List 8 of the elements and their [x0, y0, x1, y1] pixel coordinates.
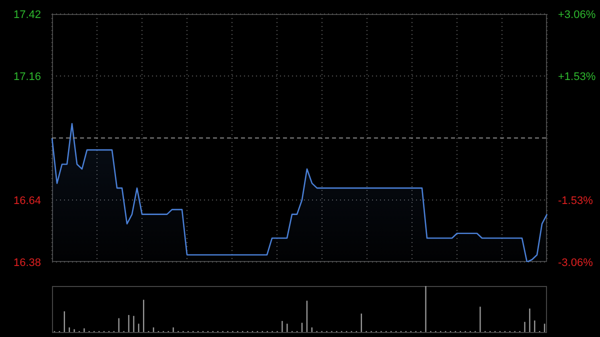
- y-tick-label: 17.16: [13, 71, 41, 83]
- y2-tick-label: -1.53%: [558, 195, 594, 207]
- y-tick-label: 16.38: [13, 257, 41, 269]
- y-tick-label: 17.42: [13, 9, 41, 21]
- y2-tick-label: -3.06%: [558, 257, 594, 269]
- y-tick-label: 16.64: [13, 195, 41, 207]
- y2-tick-label: +1.53%: [558, 71, 596, 83]
- y2-tick-label: +3.06%: [558, 9, 596, 21]
